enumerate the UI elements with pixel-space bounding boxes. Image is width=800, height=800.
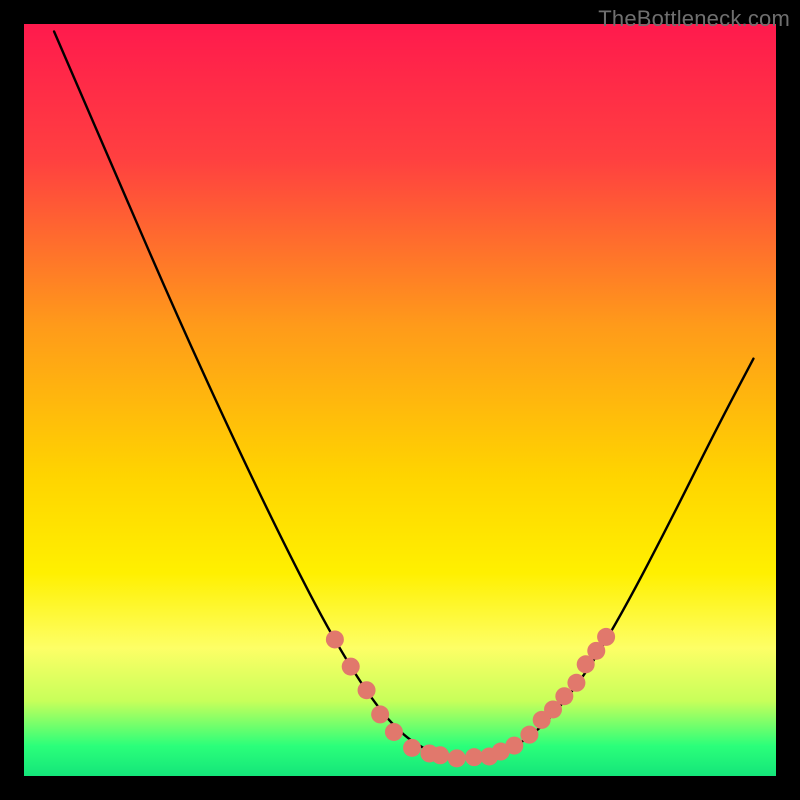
curve-dot [567, 674, 585, 692]
curve-dot [431, 746, 449, 764]
curve-dot [505, 737, 523, 755]
curve-dot [385, 723, 403, 741]
curve-dot [520, 726, 538, 744]
curve-dot [597, 628, 615, 646]
curve-dot [342, 658, 360, 676]
curve-dot [448, 749, 466, 767]
curve-dot [403, 739, 421, 757]
watermark-text: TheBottleneck.com [598, 6, 790, 32]
curve-dot [326, 630, 344, 648]
chart-frame: TheBottleneck.com [0, 0, 800, 800]
curve-dot [358, 681, 376, 699]
curve-dot [555, 687, 573, 705]
chart-svg [0, 0, 800, 800]
curve-dot [371, 705, 389, 723]
plot-background [24, 24, 776, 776]
